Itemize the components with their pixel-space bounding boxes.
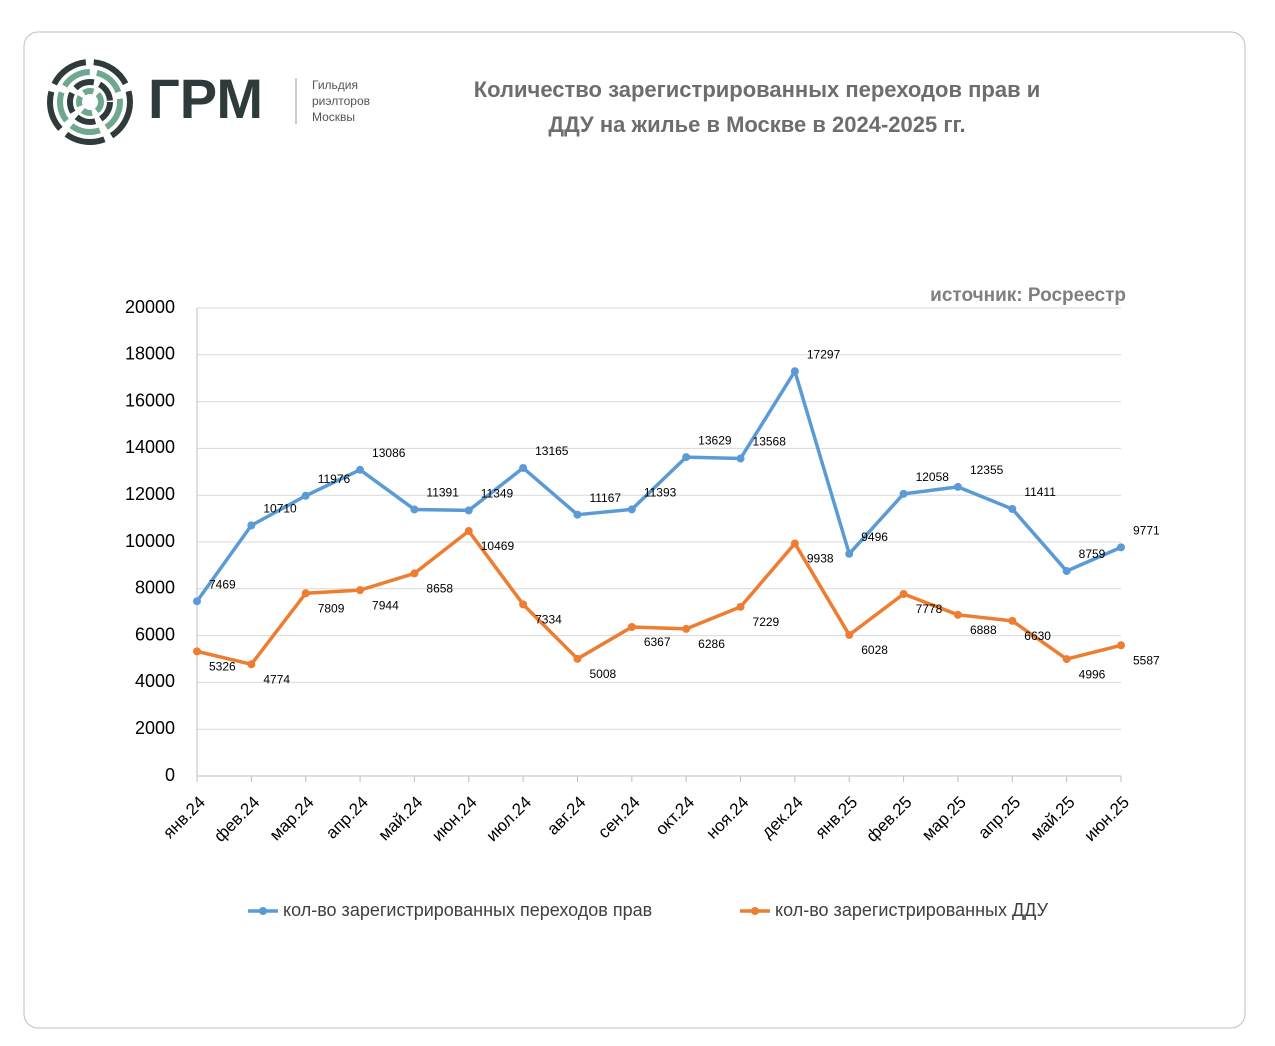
data-label: 9496: [861, 530, 888, 544]
point: [301, 589, 310, 598]
y-tick-label: 18000: [125, 344, 175, 364]
logo-name: ГРМ: [148, 67, 263, 130]
data-label: 11167: [589, 491, 621, 505]
logo-icon: [47, 59, 133, 145]
data-label: 5587: [1133, 653, 1160, 667]
data-label: 4996: [1079, 667, 1106, 681]
legend-marker: [259, 907, 267, 915]
point: [193, 647, 201, 656]
data-label: 4774: [263, 672, 290, 686]
data-label: 11976: [318, 472, 351, 486]
legend-label: кол-во зарегистрированных ДДУ: [775, 900, 1049, 920]
series-line: [196, 529, 1122, 667]
point: [301, 491, 310, 500]
point: [573, 654, 582, 663]
logo-text: Москвы: [312, 110, 355, 124]
y-tick-label: 0: [165, 765, 175, 785]
data-label: 11393: [644, 486, 677, 500]
data-label: 13629: [698, 433, 732, 447]
point: [953, 610, 962, 619]
data-label: 11349: [481, 487, 514, 501]
point: [1062, 655, 1071, 664]
point: [573, 510, 582, 519]
y-tick-label: 16000: [125, 390, 175, 410]
y-tick-label: 14000: [125, 437, 175, 457]
legend-marker: [751, 907, 759, 915]
y-tick-label: 20000: [125, 297, 175, 317]
point: [682, 453, 691, 462]
data-label: 17297: [807, 347, 841, 361]
point: [464, 506, 473, 515]
data-label: 6286: [698, 637, 725, 651]
point: [682, 624, 691, 633]
point: [193, 597, 201, 606]
data-label: 13165: [535, 444, 569, 458]
frame: [23, 31, 1246, 1029]
point: [356, 465, 365, 474]
data-label: 12355: [970, 463, 1004, 477]
data-label: 6888: [970, 623, 997, 637]
y-tick-label: 4000: [135, 671, 175, 691]
source: источник: Росреестр: [930, 285, 1126, 306]
logo-text: Гильдия: [312, 78, 358, 92]
data-label: 9938: [807, 552, 834, 566]
data-label: 9771: [1133, 524, 1160, 538]
point: [736, 602, 745, 611]
point: [953, 482, 962, 491]
data-label: 5008: [589, 667, 616, 681]
data-label: 13086: [372, 446, 406, 460]
point: [845, 630, 854, 639]
data-label: 11391: [426, 486, 459, 500]
point: [627, 623, 636, 632]
data-label: 7809: [318, 601, 345, 615]
point: [790, 539, 799, 548]
point: [845, 549, 854, 558]
legend-label: кол-во зарегистрированных переходов прав: [283, 900, 652, 920]
data-label: 13568: [753, 435, 787, 449]
data-label: 5326: [209, 660, 236, 674]
data-label: 7469: [209, 577, 236, 591]
point: [899, 489, 908, 498]
data-label: 8759: [1079, 547, 1106, 561]
data-label: 10469: [481, 539, 515, 553]
data-label: 7334: [535, 613, 562, 627]
point: [247, 521, 256, 530]
point: [736, 454, 745, 463]
y-tick-label: 6000: [135, 624, 175, 644]
series-line: [195, 369, 1122, 603]
data-label: 6630: [1024, 629, 1051, 643]
point: [410, 569, 419, 578]
y-tick-label: 10000: [125, 531, 175, 551]
point: [464, 527, 473, 536]
chart-title: Количество зарегистрированных переходов …: [474, 77, 1041, 102]
logo-text: риэлторов: [312, 94, 370, 108]
point: [519, 463, 528, 472]
y-tick-label: 2000: [135, 718, 175, 738]
point: [1008, 504, 1017, 513]
data-label: 12058: [916, 470, 950, 484]
point: [790, 367, 799, 376]
y-tick-label: 8000: [135, 578, 175, 598]
data-label: 7944: [372, 598, 399, 612]
data-label: 8658: [426, 582, 453, 596]
point: [247, 660, 256, 669]
point: [1008, 616, 1017, 625]
data-label: 6028: [861, 643, 888, 657]
data-label: 7778: [916, 602, 943, 616]
y-tick-label: 12000: [125, 484, 175, 504]
point: [627, 505, 636, 514]
point: [356, 586, 365, 595]
data-label: 7229: [753, 615, 780, 629]
point: [1117, 641, 1125, 650]
chart-title: ДДУ на жилье в Москве в 2024-2025 гг.: [548, 112, 965, 137]
data-label: 10710: [263, 502, 297, 516]
point: [1117, 543, 1125, 552]
data-label: 6367: [644, 635, 671, 649]
data-label: 11411: [1024, 485, 1056, 499]
point: [410, 505, 419, 514]
point: [1062, 567, 1071, 576]
point: [519, 600, 528, 609]
point: [899, 589, 908, 598]
